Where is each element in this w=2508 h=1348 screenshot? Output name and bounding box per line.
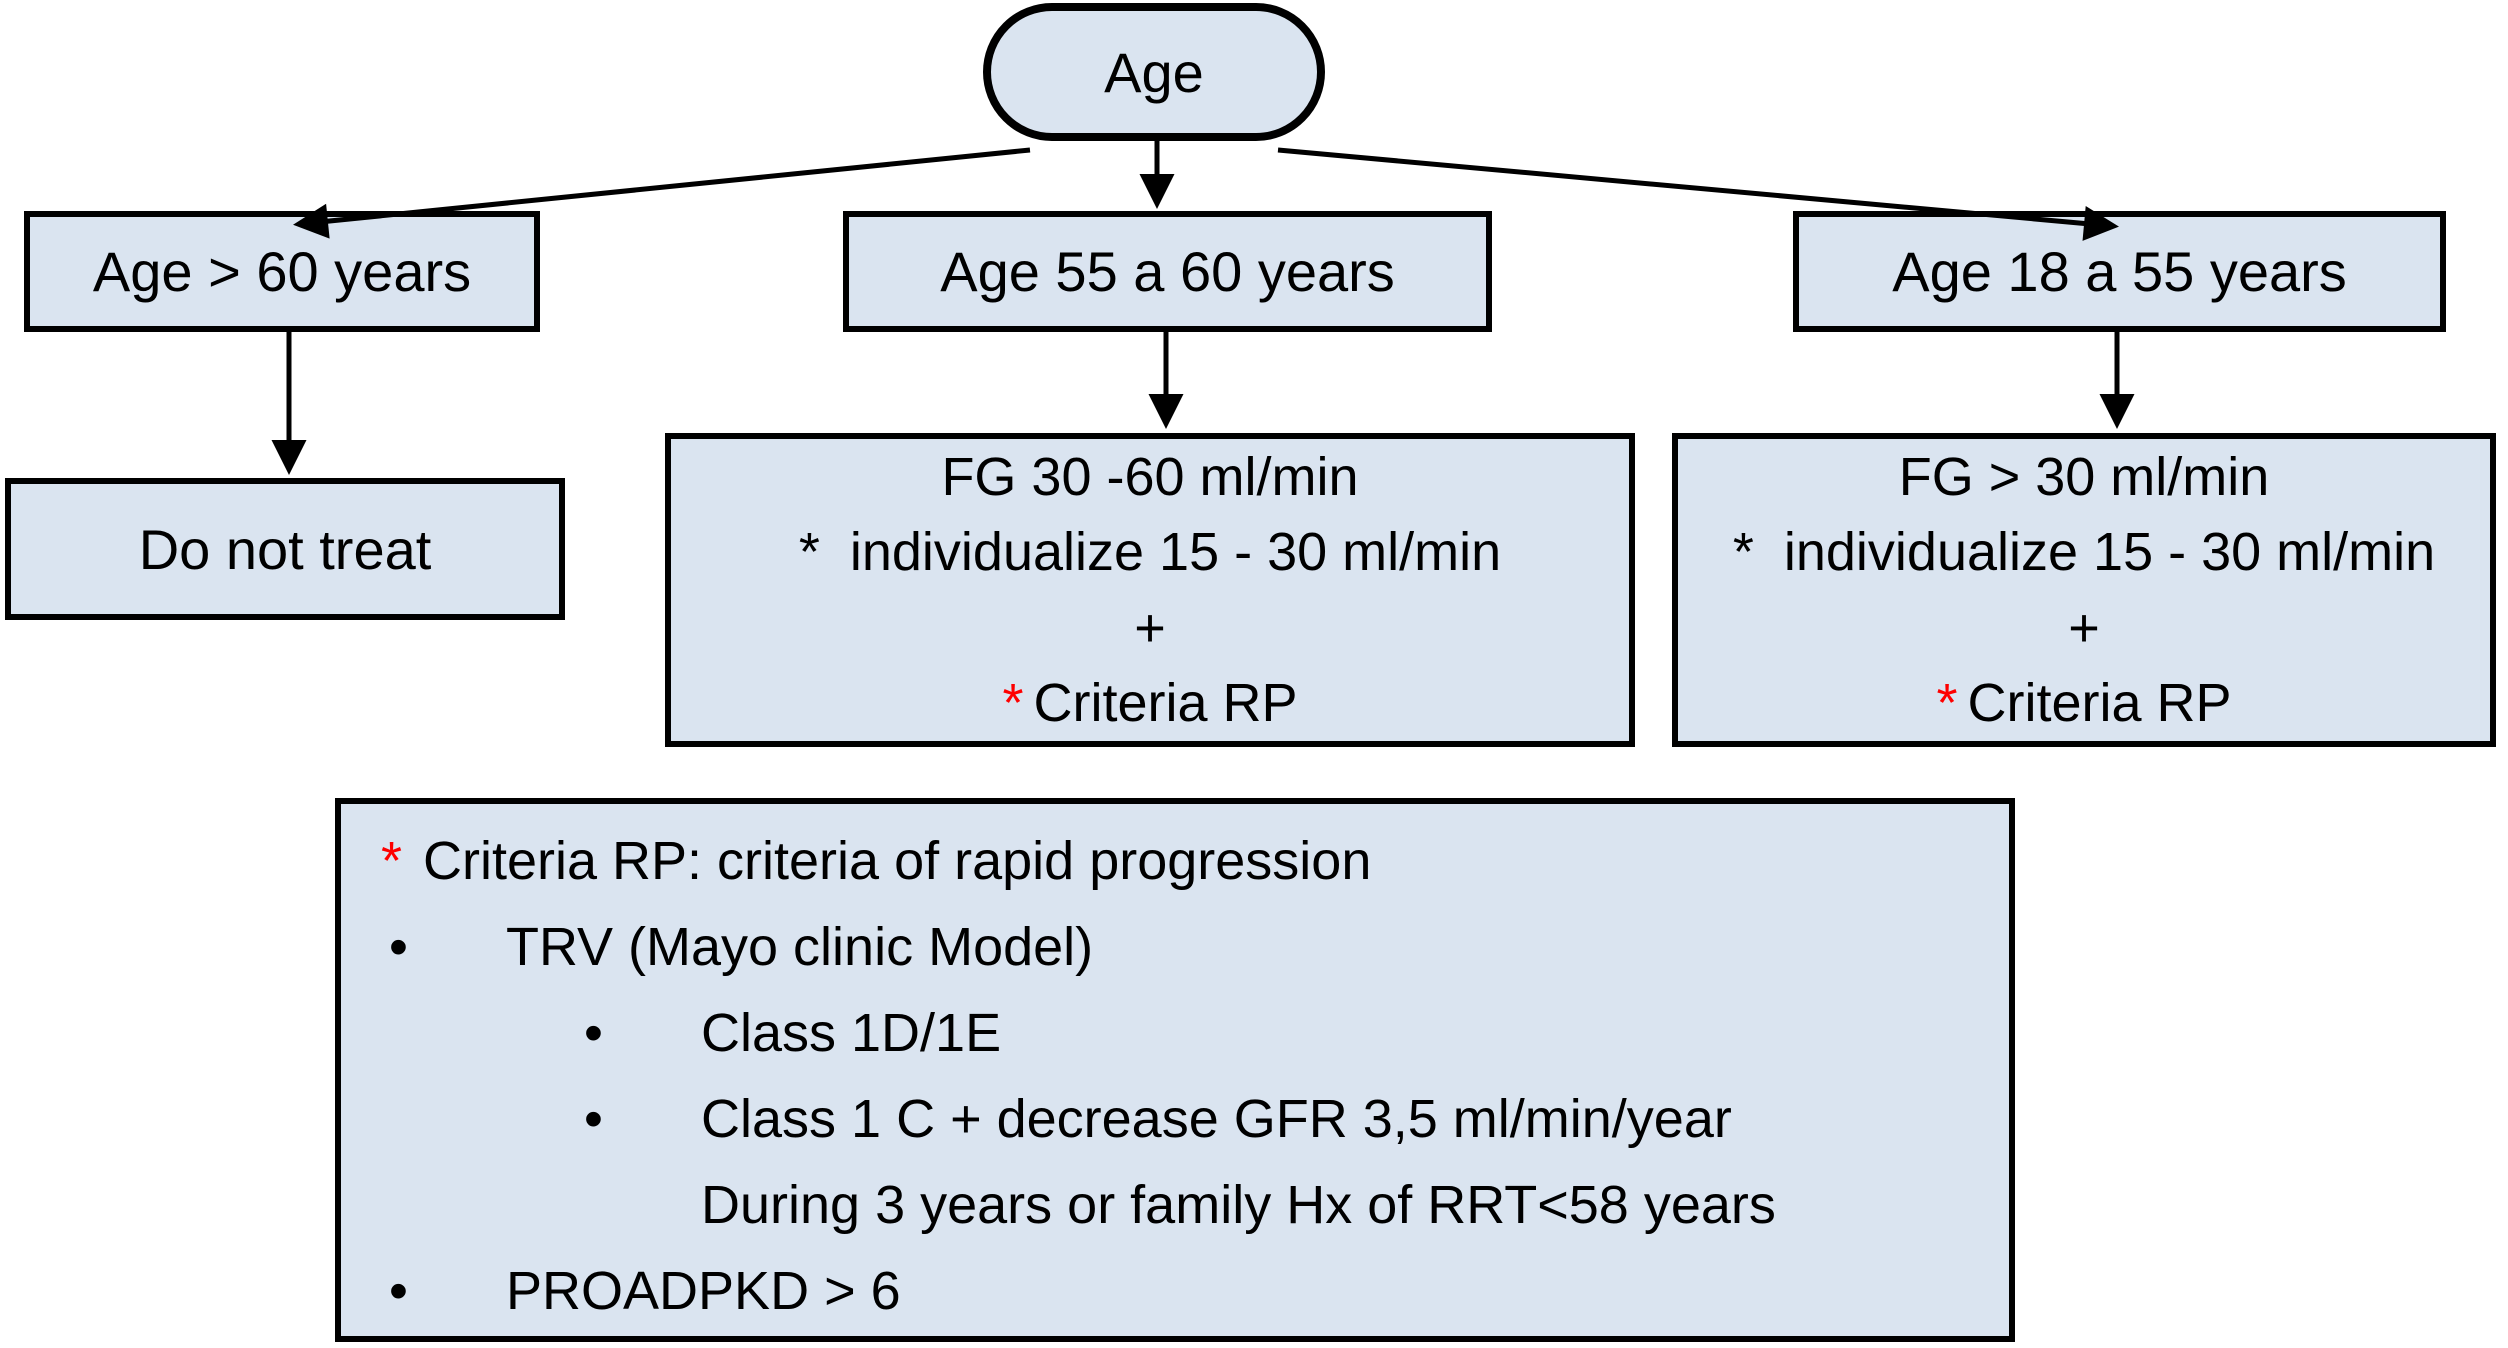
fg-mid-line2-text: individualize 15 - 30 ml/min (849, 522, 1502, 583)
asterisk-black: * (798, 522, 820, 583)
fg-right-line4: * Criteria RP (1936, 666, 2231, 742)
legend-line-during-3-years: During 3 years or family Hx of RRT<58 ye… (341, 1162, 2009, 1248)
fg-right-line3: + (2068, 590, 2100, 666)
age-18-55-label: Age 18 a 55 years (1892, 240, 2347, 303)
asterisk-black: * (1732, 522, 1754, 583)
bullet-icon: • (584, 1089, 603, 1149)
age-gt60-node: Age > 60 years (24, 211, 540, 332)
legend-line3-text: Class 1D/1E (701, 1003, 1002, 1063)
fg-right-line1-text: FG > 30 ml/min (1898, 446, 2270, 507)
fg-30-60-node: FG 30 -60 ml/min * individualize 15 - 30… (665, 433, 1635, 747)
fg-mid-line4: * Criteria RP (1002, 666, 1297, 742)
legend-line-proadpkd: • PROADPKD > 6 (341, 1248, 2009, 1334)
legend-line1-text: Criteria RP: criteria of rapid progressi… (423, 831, 1372, 891)
fg-mid-line1-text: FG 30 -60 ml/min (941, 446, 1359, 507)
legend-line-trv: • TRV (Mayo clinic Model) (341, 904, 2009, 990)
age-18-55-node: Age 18 a 55 years (1793, 211, 2446, 332)
legend-line-criteria-rp: * Criteria RP: criteria of rapid progres… (341, 818, 2009, 904)
asterisk-red: * (1936, 673, 1958, 734)
fg-gt30-node: FG > 30 ml/min * individualize 15 - 30 m… (1672, 433, 2496, 747)
fg-right-line4-text: Criteria RP (1967, 673, 2232, 734)
bullet-icon: • (389, 917, 408, 977)
criteria-rp-legend-box: * Criteria RP: criteria of rapid progres… (335, 798, 2015, 1342)
age-root-label: Age (1104, 40, 1204, 104)
asterisk-red: * (381, 831, 403, 891)
fg-mid-line4-text: Criteria RP (1033, 673, 1298, 734)
fg-right-line2-text: individualize 15 - 30 ml/min (1783, 522, 2436, 583)
legend-line-class-1d-1e: • Class 1D/1E (341, 990, 2009, 1076)
fg-mid-line3: + (1134, 590, 1166, 666)
asterisk-red: * (1002, 673, 1024, 734)
legend-line5-text: During 3 years or family Hx of RRT<58 ye… (701, 1175, 1776, 1235)
age-55-60-label: Age 55 a 60 years (940, 240, 1395, 303)
plus-sign: + (2068, 597, 2100, 658)
fg-mid-line2: * individualize 15 - 30 ml/min (799, 515, 1501, 591)
fg-right-line2: * individualize 15 - 30 ml/min (1733, 515, 2435, 591)
fg-mid-line1: FG 30 -60 ml/min (941, 439, 1358, 515)
legend-line6-text: PROADPKD > 6 (506, 1261, 901, 1321)
bullet-icon: • (389, 1261, 408, 1321)
do-not-treat-label: Do not treat (138, 517, 432, 581)
legend-line4-text: Class 1 C + decrease GFR 3,5 ml/min/year (701, 1089, 1732, 1149)
age-gt60-label: Age > 60 years (92, 240, 472, 303)
age-root-node: Age (983, 3, 1325, 141)
do-not-treat-node: Do not treat (5, 478, 565, 620)
bullet-icon: • (584, 1003, 603, 1063)
legend-line2-text: TRV (Mayo clinic Model) (506, 917, 1094, 977)
legend-line-class-1c: • Class 1 C + decrease GFR 3,5 ml/min/ye… (341, 1076, 2009, 1162)
plus-sign: + (1134, 597, 1166, 658)
age-55-60-node: Age 55 a 60 years (843, 211, 1492, 332)
fg-right-line1: FG > 30 ml/min (1899, 439, 2270, 515)
